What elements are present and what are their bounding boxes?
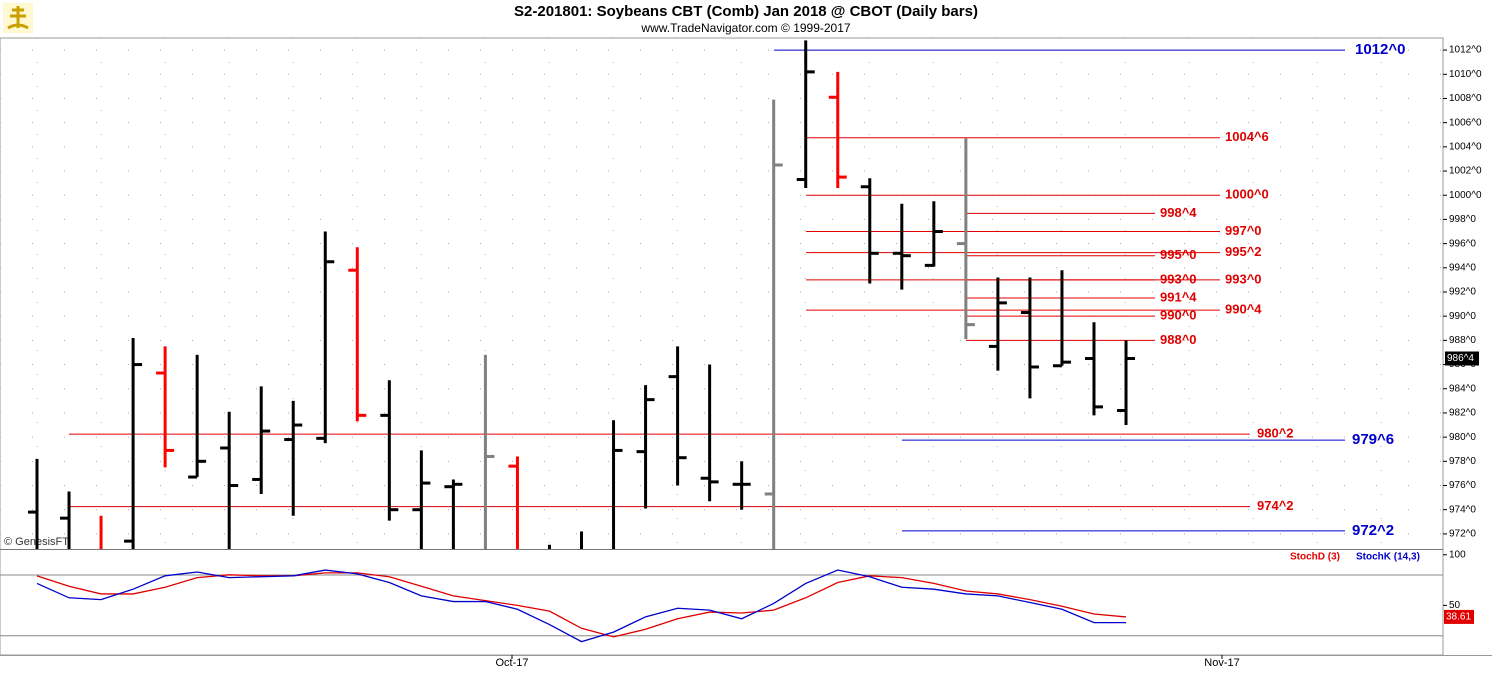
level-label: 974^2 xyxy=(1257,498,1294,513)
y-tick-label: 992^0 xyxy=(1449,287,1476,298)
y-tick-label: 980^0 xyxy=(1449,432,1476,443)
level-label: 1004^6 xyxy=(1225,129,1269,144)
y-tick-label: 978^0 xyxy=(1449,456,1476,467)
y-tick-label: 50 xyxy=(1449,600,1461,611)
last-price-box xyxy=(1445,351,1479,366)
chart-title: S2-201801: Soybeans CBT (Comb) Jan 2018 … xyxy=(514,3,978,20)
logo-icon xyxy=(7,6,29,30)
chart-subtitle: www.TradeNavigator.com © 1999-2017 xyxy=(640,21,850,35)
y-tick-label: 1004^0 xyxy=(1449,141,1482,152)
last-price-label: 986^4 xyxy=(1447,353,1474,364)
x-tick-label: Oct-17 xyxy=(495,657,528,669)
price-panel xyxy=(0,38,1443,549)
last-stoch-box xyxy=(1444,609,1474,624)
y-tick-label: 972^0 xyxy=(1449,529,1476,540)
y-tick-label: 1006^0 xyxy=(1449,117,1482,128)
y-tick-label: 1010^0 xyxy=(1449,69,1482,80)
legend-label: StochK (14,3) xyxy=(1356,552,1420,563)
y-tick-label: 1008^0 xyxy=(1449,93,1482,104)
y-tick-label: 998^0 xyxy=(1449,214,1476,225)
y-tick-label: 976^0 xyxy=(1449,480,1476,491)
y-tick-label: 990^0 xyxy=(1449,311,1476,322)
level-label: 990^0 xyxy=(1160,308,1197,323)
level-label: 1012^0 xyxy=(1355,41,1405,58)
level-label: 990^4 xyxy=(1225,302,1262,317)
y-tick-label: 994^0 xyxy=(1449,262,1476,273)
level-label: 997^0 xyxy=(1225,223,1262,238)
y-tick-label: 982^0 xyxy=(1449,408,1476,419)
level-label: 993^0 xyxy=(1225,271,1262,286)
last-stoch-label: 38.61 xyxy=(1446,612,1471,623)
level-label: 998^4 xyxy=(1160,205,1197,220)
y-tick-label: 988^0 xyxy=(1449,335,1476,346)
level-label: 995^0 xyxy=(1160,247,1197,262)
stoch-line xyxy=(36,569,1127,643)
y-tick-label: 996^0 xyxy=(1449,238,1476,249)
level-label: 988^0 xyxy=(1160,332,1197,347)
level-label: 991^4 xyxy=(1160,289,1197,304)
stoch-panel xyxy=(0,569,1443,643)
level-label: 980^2 xyxy=(1257,426,1294,441)
level-label: 993^0 xyxy=(1160,271,1197,286)
y-tick-label: 1002^0 xyxy=(1449,166,1482,177)
level-label: 995^2 xyxy=(1225,244,1262,259)
axes: 972^0974^0976^0978^0980^0982^0984^0986^0… xyxy=(495,41,1481,669)
level-label: 1000^0 xyxy=(1225,187,1269,202)
y-tick-label: 1000^0 xyxy=(1449,190,1482,201)
y-tick-label: 984^0 xyxy=(1449,383,1476,394)
y-tick-label: 100 xyxy=(1449,549,1466,560)
legend-label: StochD (3) xyxy=(1290,552,1340,563)
level-label: 979^6 xyxy=(1352,431,1394,448)
y-tick-label: 974^0 xyxy=(1449,504,1476,515)
level-label: 972^2 xyxy=(1352,522,1394,539)
y-tick-label: 1012^0 xyxy=(1449,45,1482,56)
logo xyxy=(3,3,33,33)
x-tick-label: Nov-17 xyxy=(1204,657,1239,669)
